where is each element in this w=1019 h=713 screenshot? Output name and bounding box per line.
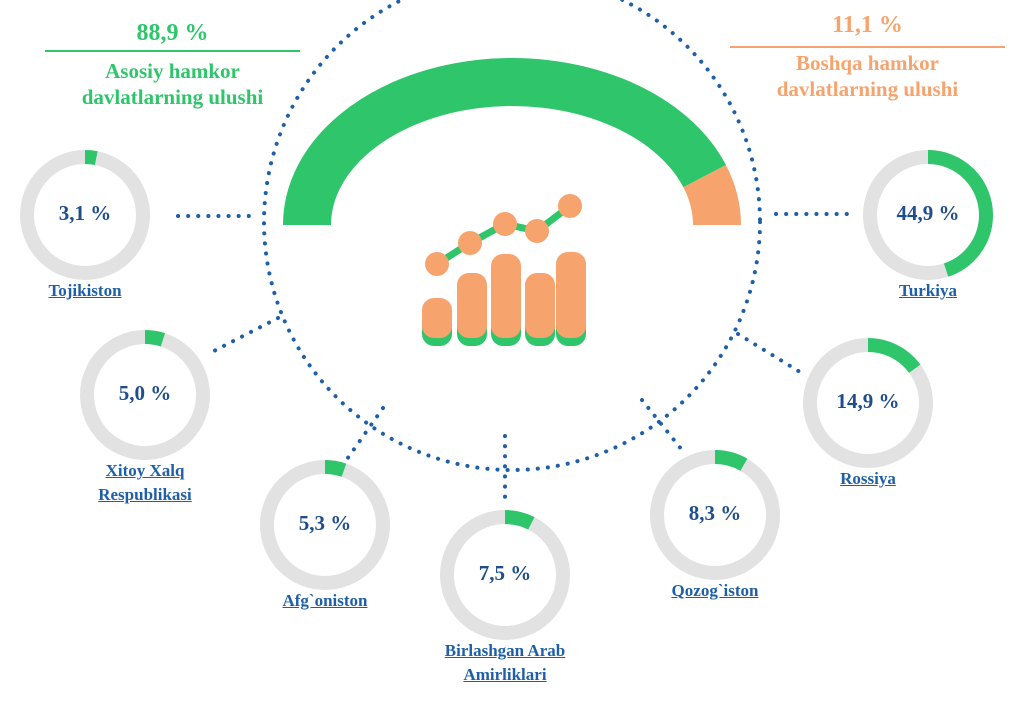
chart-icon <box>422 194 586 346</box>
share-label: Boshqa hamkor davlatlarning ulushi <box>776 51 959 101</box>
donut-value: 7,5 % <box>478 561 532 585</box>
donut-arc <box>650 450 780 580</box>
country-name: Afg`oniston <box>282 591 368 610</box>
share-value: 11,1 % <box>832 12 903 38</box>
gauge-segment <box>683 165 741 226</box>
country-name: Rossiya <box>840 469 896 488</box>
donut-value: 3,1 % <box>58 201 112 225</box>
donut-arc <box>260 460 390 590</box>
donut-arc <box>803 338 933 468</box>
connector <box>210 316 280 354</box>
country-name: Birlashgan Arab Amirliklari <box>444 641 566 684</box>
connector <box>343 406 385 464</box>
share-value: 88,9 % <box>136 20 209 46</box>
donut-arc <box>440 510 570 640</box>
country-name: Turkiya <box>899 281 957 300</box>
connectors <box>176 0 852 507</box>
connector <box>736 332 802 374</box>
country-name: Tojikiston <box>48 281 122 300</box>
donut-value: 8,3 % <box>688 501 742 525</box>
donut-value: 5,0 % <box>118 381 172 405</box>
country-name: Xitoy Xalq Respublikasi <box>98 461 192 504</box>
connector <box>640 398 688 457</box>
country-name: Qozog`iston <box>671 581 759 600</box>
dotted-circle <box>262 0 762 472</box>
donut-arc <box>80 330 210 460</box>
gauge-segment <box>283 58 726 226</box>
donut-value: 5,3 % <box>298 511 352 535</box>
donut-value: 44,9 % <box>896 201 960 225</box>
donut-arc <box>863 150 993 280</box>
donut-arc <box>20 150 150 280</box>
share-label: Asosiy hamkor davlatlarning ulushi <box>81 59 264 109</box>
donut-value: 14,9 % <box>836 389 900 413</box>
